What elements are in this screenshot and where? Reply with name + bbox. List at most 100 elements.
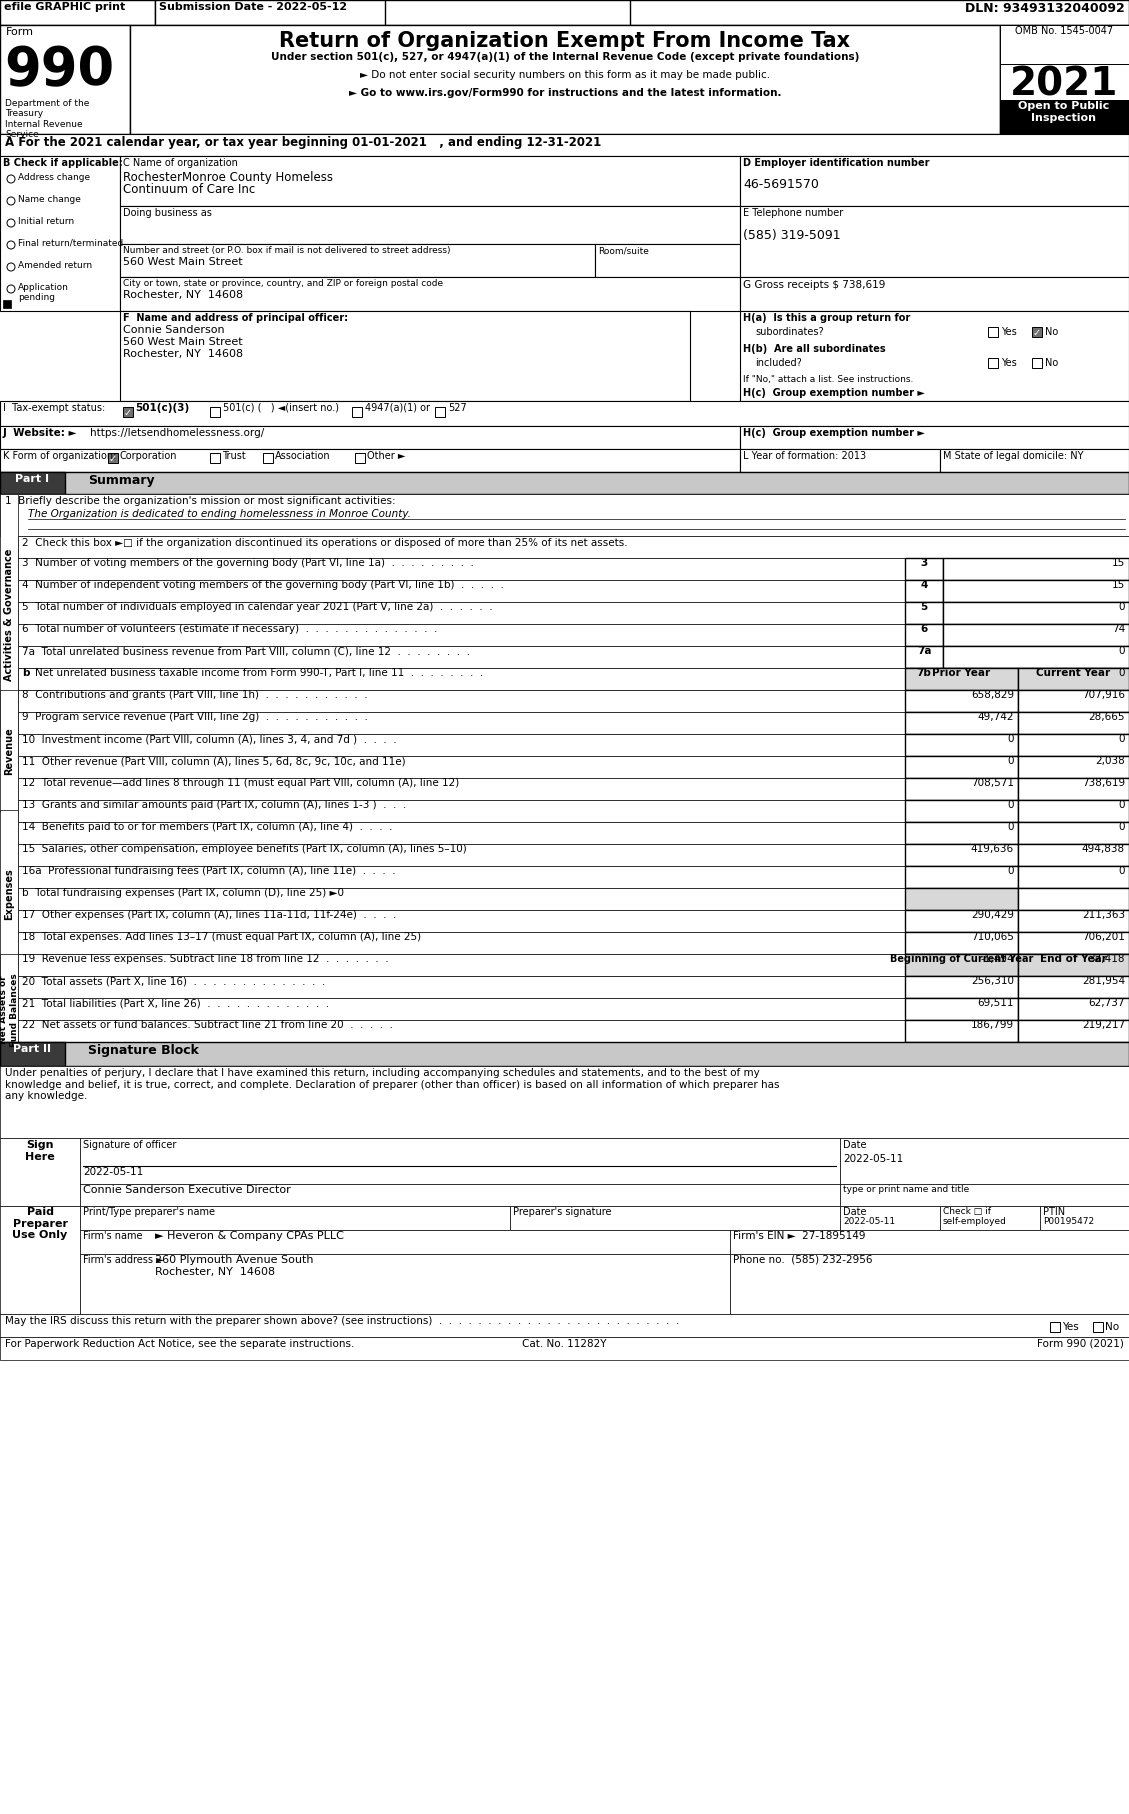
Bar: [943, 646, 1129, 668]
Bar: [130, 25, 1000, 134]
Bar: [210, 406, 220, 417]
Text: 710,065: 710,065: [971, 932, 1014, 941]
Bar: [0, 1337, 1129, 1360]
Text: 22  Net assets or fund balances. Subtract line 21 from line 20  .  .  .  .  .: 22 Net assets or fund balances. Subtract…: [21, 1019, 393, 1030]
Text: included?: included?: [755, 357, 802, 368]
Bar: [0, 1041, 65, 1067]
Text: Yes: Yes: [1001, 357, 1017, 368]
Text: 15: 15: [1112, 559, 1124, 568]
Bar: [1000, 100, 1129, 134]
Text: 7b: 7b: [917, 668, 931, 678]
Text: 13  Grants and similar amounts paid (Part IX, column (A), lines 1-3 )  .  .  .: 13 Grants and similar amounts paid (Part…: [21, 800, 406, 811]
Text: Yes: Yes: [1062, 1322, 1078, 1331]
Text: Rochester, NY  14608: Rochester, NY 14608: [123, 348, 243, 359]
Bar: [730, 1253, 1129, 1313]
Text: F  Name and address of principal officer:: F Name and address of principal officer:: [123, 314, 348, 323]
Bar: [940, 1206, 1040, 1230]
Bar: [905, 954, 1018, 976]
Text: 11  Other revenue (Part VIII, column (A), lines 5, 6d, 8c, 9c, 10c, and 11e): 11 Other revenue (Part VIII, column (A),…: [21, 756, 405, 766]
Text: Cat. No. 11282Y: Cat. No. 11282Y: [522, 1339, 606, 1350]
Text: Rochester, NY  14608: Rochester, NY 14608: [123, 290, 243, 299]
Bar: [18, 756, 905, 778]
Text: Connie Sanderson Executive Director: Connie Sanderson Executive Director: [84, 1185, 291, 1195]
Bar: [18, 602, 905, 624]
Text: 3  Number of voting members of the governing body (Part VI, line 1a)  .  .  .  .: 3 Number of voting members of the govern…: [21, 559, 474, 568]
Text: 707,916: 707,916: [1082, 689, 1124, 700]
Text: 2  Check this box ►□ if the organization discontinued its operations or disposed: 2 Check this box ►□ if the organization …: [21, 539, 628, 548]
Bar: [18, 954, 905, 976]
Bar: [123, 406, 133, 417]
Bar: [739, 426, 1129, 450]
Text: 501(c) (   ) ◄(insert no.): 501(c) ( ) ◄(insert no.): [224, 403, 339, 414]
Text: Under section 501(c), 527, or 4947(a)(1) of the Internal Revenue Code (except pr: Under section 501(c), 527, or 4947(a)(1)…: [271, 53, 859, 62]
Text: Firm's EIN ►  27-1895149: Firm's EIN ► 27-1895149: [733, 1232, 866, 1241]
Text: I  Tax-exempt status:: I Tax-exempt status:: [3, 403, 105, 414]
Bar: [0, 493, 18, 736]
Text: Part II: Part II: [14, 1045, 51, 1054]
Text: 3: 3: [920, 559, 928, 568]
Text: Yes: Yes: [1001, 327, 1017, 337]
Text: 211,363: 211,363: [1082, 911, 1124, 920]
Text: 15  Salaries, other compensation, employee benefits (Part IX, column (A), lines : 15 Salaries, other compensation, employe…: [21, 844, 466, 854]
Text: 69,511: 69,511: [978, 998, 1014, 1009]
Bar: [1018, 954, 1129, 976]
Text: 2021: 2021: [1009, 65, 1118, 103]
Text: 2022-05-11: 2022-05-11: [843, 1154, 903, 1165]
Text: No: No: [1045, 357, 1058, 368]
Text: 0: 0: [1119, 865, 1124, 876]
Text: 419,636: 419,636: [971, 844, 1014, 854]
Bar: [18, 800, 905, 822]
Text: Activities & Governance: Activities & Governance: [5, 550, 14, 682]
Text: Corporation: Corporation: [120, 452, 177, 461]
Bar: [1018, 844, 1129, 865]
Text: Signature Block: Signature Block: [88, 1045, 199, 1058]
Text: 186,799: 186,799: [971, 1019, 1014, 1030]
Bar: [18, 713, 905, 735]
Bar: [263, 454, 273, 463]
Text: ✓: ✓: [1033, 328, 1041, 337]
Bar: [943, 559, 1129, 580]
Text: Continuum of Care Inc: Continuum of Care Inc: [123, 183, 255, 196]
Bar: [905, 713, 1018, 735]
Text: type or print name and title: type or print name and title: [843, 1185, 970, 1194]
Bar: [905, 580, 943, 602]
Text: Form: Form: [6, 27, 34, 36]
Text: Final return/terminated: Final return/terminated: [18, 239, 123, 249]
Text: K Form of organization:: K Form of organization:: [3, 452, 116, 461]
Bar: [80, 1137, 840, 1185]
Text: Application
pending: Application pending: [18, 283, 69, 303]
Text: 6: 6: [920, 624, 928, 635]
Text: 290,429: 290,429: [971, 911, 1014, 920]
Text: 49,742: 49,742: [978, 713, 1014, 722]
Text: Under penalties of perjury, I declare that I have examined this return, includin: Under penalties of perjury, I declare th…: [5, 1068, 779, 1101]
Text: 6  Total number of volunteers (estimate if necessary)  .  .  .  .  .  .  .  .  .: 6 Total number of volunteers (estimate i…: [21, 624, 437, 635]
Bar: [739, 278, 1129, 310]
Bar: [0, 156, 120, 310]
Bar: [840, 1206, 940, 1230]
Text: 0: 0: [1119, 800, 1124, 811]
Bar: [0, 134, 1129, 156]
Bar: [80, 1185, 840, 1206]
Bar: [0, 426, 739, 450]
Text: Amended return: Amended return: [18, 261, 93, 270]
Text: Expenses: Expenses: [5, 869, 14, 920]
Bar: [630, 0, 1129, 25]
Text: DLN: 93493132040092: DLN: 93493132040092: [965, 2, 1124, 15]
Bar: [3, 299, 11, 308]
Bar: [595, 245, 739, 278]
Text: 14  Benefits paid to or for members (Part IX, column (A), line 4)  .  .  .  .: 14 Benefits paid to or for members (Part…: [21, 822, 393, 833]
Bar: [0, 0, 1129, 25]
Text: 0: 0: [1007, 800, 1014, 811]
Text: PTIN: PTIN: [1043, 1206, 1065, 1217]
Bar: [1018, 998, 1129, 1019]
Bar: [1018, 756, 1129, 778]
Text: 281,954: 281,954: [1082, 976, 1124, 987]
Bar: [0, 1067, 1129, 1137]
Text: Doing business as: Doing business as: [123, 209, 212, 218]
Bar: [1018, 932, 1129, 954]
Bar: [943, 580, 1129, 602]
Text: Print/Type preparer's name: Print/Type preparer's name: [84, 1206, 215, 1217]
Bar: [739, 156, 1129, 207]
Bar: [18, 1019, 905, 1041]
Bar: [120, 278, 739, 310]
